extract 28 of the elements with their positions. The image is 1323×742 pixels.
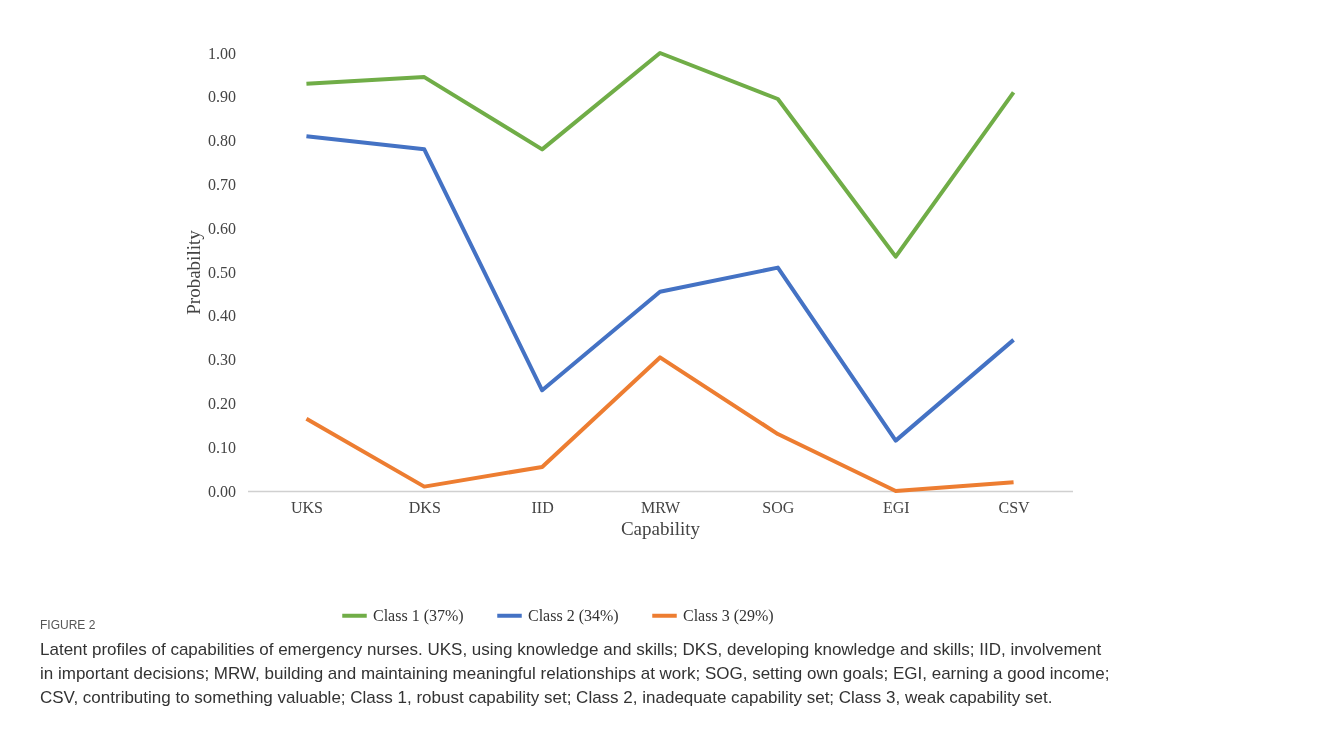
y-axis-title: Probability: [183, 229, 204, 315]
legend-label: Class 3 (29%): [683, 606, 774, 625]
legend-label: Class 2 (34%): [528, 606, 619, 625]
x-axis-title: Capability: [620, 517, 701, 539]
line-series: [304, 51, 1016, 259]
y-tick-label: 0.30: [208, 351, 236, 369]
x-tick-label: SOG: [762, 498, 795, 516]
y-tick-label: 0.40: [208, 307, 236, 325]
y-tick-label: 1.00: [208, 44, 236, 62]
y-tick-label: 0.10: [208, 438, 236, 456]
y-tick-label: 0.20: [208, 394, 236, 412]
legend-label: Class 1 (37%): [373, 606, 464, 625]
y-tick-label: 0.90: [208, 88, 236, 106]
y-tick-label: 0.50: [208, 263, 236, 281]
x-tick-label: DKS: [408, 498, 441, 516]
x-tick-label: MRW: [640, 498, 681, 516]
caption: FIGURE 2: [40, 618, 96, 632]
x-tick-label: IID: [531, 498, 554, 516]
x-tick-label: CSV: [998, 498, 1031, 516]
x-tick-label: UKS: [290, 498, 323, 516]
text: Latent profiles of capabilities of emergency nurses. UKS, using knowledge and skills; DKS, developing knowledge and skills; IID, involvement in important decisions; MRW, building and maintaining meaningful relationships at work; SOG, setting own goals; EGI, earning a good income; CSV, contributing to something valuable; Class 1, robust capability set; Class 2, inadequate capability set; Class 3, weak capability set.: [40, 640, 1110, 707]
y-tick-label: 0.80: [208, 132, 236, 150]
line-series: [304, 134, 1016, 443]
x-tick-label: EGI: [882, 498, 910, 516]
y-tick-label: 0.60: [208, 219, 236, 237]
line-series: [304, 355, 1016, 493]
y-tick-label: 0.00: [208, 482, 236, 500]
y-tick-label: 0.70: [208, 175, 236, 193]
